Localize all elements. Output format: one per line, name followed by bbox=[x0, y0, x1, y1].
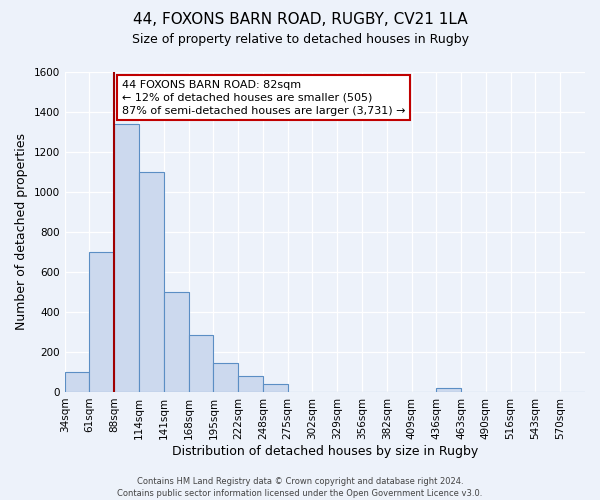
Text: Size of property relative to detached houses in Rugby: Size of property relative to detached ho… bbox=[131, 32, 469, 46]
Bar bbox=[114, 124, 139, 392]
Bar bbox=[65, 372, 89, 392]
Bar bbox=[188, 335, 214, 392]
Text: Contains HM Land Registry data © Crown copyright and database right 2024.
Contai: Contains HM Land Registry data © Crown c… bbox=[118, 476, 482, 498]
Bar bbox=[238, 376, 263, 392]
X-axis label: Distribution of detached houses by size in Rugby: Distribution of detached houses by size … bbox=[172, 444, 478, 458]
Bar bbox=[436, 388, 461, 392]
Bar bbox=[139, 172, 164, 392]
Bar bbox=[164, 292, 188, 392]
Text: 44, FOXONS BARN ROAD, RUGBY, CV21 1LA: 44, FOXONS BARN ROAD, RUGBY, CV21 1LA bbox=[133, 12, 467, 28]
Bar bbox=[214, 363, 238, 392]
Text: 44 FOXONS BARN ROAD: 82sqm
← 12% of detached houses are smaller (505)
87% of sem: 44 FOXONS BARN ROAD: 82sqm ← 12% of deta… bbox=[122, 80, 405, 116]
Bar bbox=[89, 252, 114, 392]
Bar bbox=[263, 384, 287, 392]
Y-axis label: Number of detached properties: Number of detached properties bbox=[15, 133, 28, 330]
